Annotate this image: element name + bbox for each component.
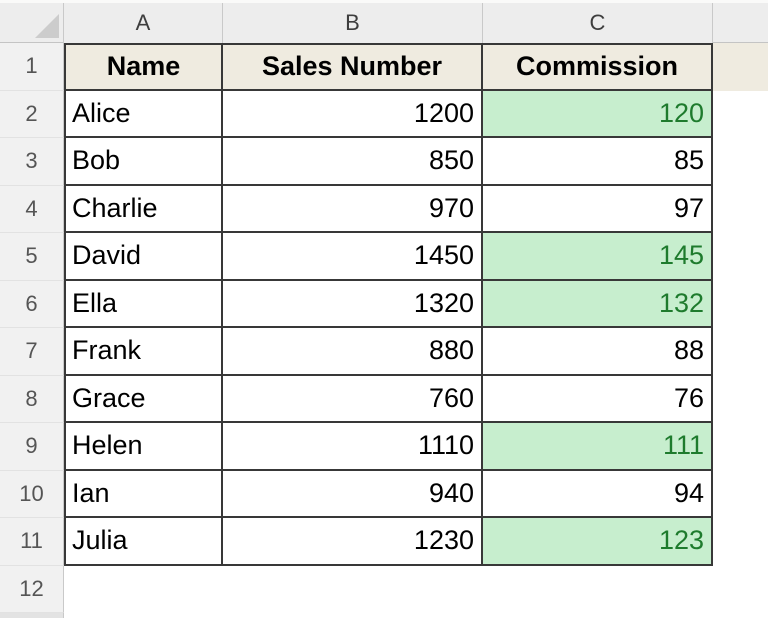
empty-area[interactable] [713, 90, 768, 138]
cell-sales[interactable]: 1320 [223, 280, 483, 328]
cell-name[interactable]: Ian [64, 470, 223, 518]
column-header-c[interactable]: C [483, 3, 713, 43]
empty-area [64, 613, 768, 618]
empty-area[interactable] [713, 470, 768, 518]
cell-name[interactable]: Julia [64, 518, 223, 566]
sheet-row-7: 7 Frank 880 88 [0, 328, 768, 376]
row-header-4[interactable]: 4 [0, 185, 64, 233]
cell-name[interactable]: Frank [64, 328, 223, 376]
row-header-10[interactable]: 10 [0, 470, 64, 518]
sheet-row-2: 2 Alice 1200 120 [0, 90, 768, 138]
empty-area[interactable] [713, 518, 768, 566]
row-header-9[interactable]: 9 [0, 423, 64, 471]
column-header-d-partial[interactable] [713, 3, 768, 43]
cell-name[interactable]: Alice [64, 90, 223, 138]
cell-commission[interactable]: 85 [483, 138, 713, 186]
cell-name[interactable]: Charlie [64, 185, 223, 233]
row-header-11[interactable]: 11 [0, 518, 64, 566]
row-header-8[interactable]: 8 [0, 375, 64, 423]
cell-commission[interactable]: 111 [483, 423, 713, 471]
row-header-13-partial[interactable] [0, 613, 64, 618]
sheet-row-13-partial [0, 613, 768, 618]
sheet-row-6: 6 Ella 1320 132 [0, 280, 768, 328]
cell-sales[interactable]: 760 [223, 375, 483, 423]
column-header-b[interactable]: B [223, 3, 483, 43]
sheet-row-1: 1 Name Sales Number Commission [0, 43, 768, 91]
cell-commission[interactable]: 145 [483, 233, 713, 281]
sheet-row-5: 5 David 1450 145 [0, 233, 768, 281]
cell-name[interactable]: Helen [64, 423, 223, 471]
cell-name[interactable]: Bob [64, 138, 223, 186]
empty-area[interactable] [713, 185, 768, 233]
cell-name[interactable]: Grace [64, 375, 223, 423]
cell-d1-fill[interactable] [713, 43, 768, 91]
row-header-5[interactable]: 5 [0, 233, 64, 281]
sheet-row-4: 4 Charlie 970 97 [0, 185, 768, 233]
select-all-icon [35, 14, 59, 38]
cell-b1-sales-header[interactable]: Sales Number [223, 43, 483, 91]
sheet-row-10: 10 Ian 940 94 [0, 470, 768, 518]
sheet-row-11: 11 Julia 1230 123 [0, 518, 768, 566]
empty-area[interactable] [713, 233, 768, 281]
column-header-a[interactable]: A [64, 3, 223, 43]
empty-area[interactable] [64, 565, 768, 613]
cell-sales[interactable]: 1450 [223, 233, 483, 281]
row-header-3[interactable]: 3 [0, 138, 64, 186]
row-header-7[interactable]: 7 [0, 328, 64, 376]
cell-c1-commission-header[interactable]: Commission [483, 43, 713, 91]
row-header-6[interactable]: 6 [0, 280, 64, 328]
cell-name[interactable]: David [64, 233, 223, 281]
cell-sales[interactable]: 1200 [223, 90, 483, 138]
cell-commission[interactable]: 123 [483, 518, 713, 566]
cell-sales[interactable]: 1110 [223, 423, 483, 471]
cell-commission[interactable]: 76 [483, 375, 713, 423]
empty-area[interactable] [713, 138, 768, 186]
empty-area[interactable] [713, 280, 768, 328]
cell-sales[interactable]: 1230 [223, 518, 483, 566]
column-header-row: A B C [0, 0, 768, 43]
sheet-row-12: 12 [0, 565, 768, 613]
cell-name[interactable]: Ella [64, 280, 223, 328]
empty-area[interactable] [713, 423, 768, 471]
empty-area[interactable] [713, 328, 768, 376]
sheet-row-3: 3 Bob 850 85 [0, 138, 768, 186]
row-header-12[interactable]: 12 [0, 565, 64, 613]
select-all-corner[interactable] [0, 3, 64, 43]
row-header-2[interactable]: 2 [0, 90, 64, 138]
row-header-1[interactable]: 1 [0, 43, 64, 91]
empty-area[interactable] [713, 375, 768, 423]
cell-sales[interactable]: 880 [223, 328, 483, 376]
cell-sales[interactable]: 940 [223, 470, 483, 518]
cell-commission[interactable]: 88 [483, 328, 713, 376]
cell-sales[interactable]: 970 [223, 185, 483, 233]
sheet-row-9: 9 Helen 1110 111 [0, 423, 768, 471]
cell-commission[interactable]: 94 [483, 470, 713, 518]
cell-commission[interactable]: 120 [483, 90, 713, 138]
cell-sales[interactable]: 850 [223, 138, 483, 186]
cell-commission[interactable]: 97 [483, 185, 713, 233]
sheet-row-8: 8 Grace 760 76 [0, 375, 768, 423]
cell-a1-name-header[interactable]: Name [64, 43, 223, 91]
cell-commission[interactable]: 132 [483, 280, 713, 328]
